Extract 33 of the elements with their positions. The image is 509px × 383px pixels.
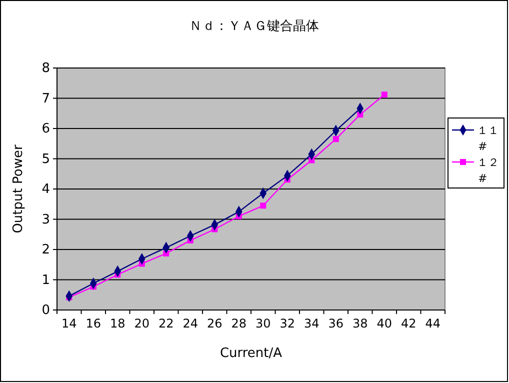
x-tick-label: 26 — [206, 316, 222, 331]
y-tick-label: 0 — [42, 303, 50, 318]
x-tick-label: 24 — [182, 316, 198, 331]
y-tick-label: 6 — [42, 122, 50, 137]
chart-title: Ｎｄ：ＹＡＧ键合晶体 — [189, 19, 319, 34]
x-axis-title: Current/A — [220, 346, 282, 361]
y-tick-label: 3 — [42, 212, 50, 228]
y-tick-label: 5 — [42, 152, 50, 167]
legend-label: １１# — [477, 124, 499, 153]
y-tick-label: 1 — [42, 272, 50, 288]
y-axis-title: Output Power — [11, 144, 26, 234]
x-tick-label: 32 — [280, 316, 296, 331]
x-tick-label: 36 — [328, 316, 344, 331]
x-tick-label: 30 — [255, 316, 271, 331]
x-tick-label: 40 — [376, 316, 392, 331]
legend-label: １２# — [477, 156, 499, 185]
point — [332, 136, 339, 142]
y-tick-label: 2 — [42, 242, 50, 258]
x-tick-label: 14 — [61, 316, 77, 331]
point — [260, 202, 266, 209]
x-tick-label: 16 — [86, 316, 102, 331]
x-tick-label: 28 — [231, 316, 247, 331]
point — [381, 92, 388, 98]
x-tick-label: 18 — [110, 316, 126, 331]
x-tick-label: 44 — [425, 316, 441, 331]
y-tick-label: 8 — [42, 61, 50, 76]
x-tick-label: 42 — [400, 316, 416, 331]
y-tick-label: 4 — [42, 182, 50, 198]
x-tick-label: 38 — [352, 316, 368, 331]
x-tick-label: 20 — [134, 316, 150, 331]
y-tick-label: 7 — [42, 91, 50, 106]
x-tick-label: 22 — [158, 316, 174, 331]
x-tick-label: 34 — [304, 316, 320, 331]
